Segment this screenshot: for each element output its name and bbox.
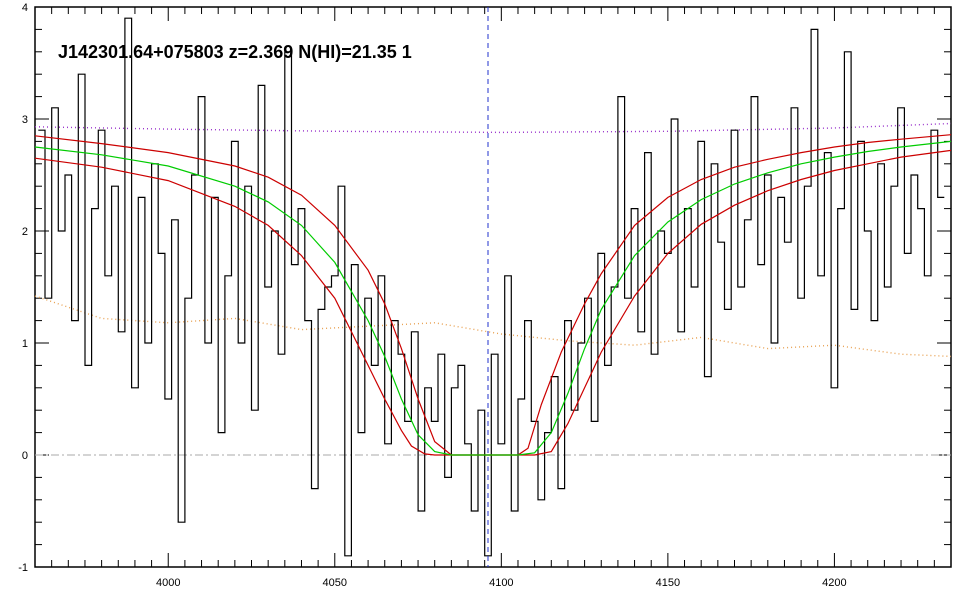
series-model-lower — [34, 149, 952, 456]
x-tick-labels: 4000 4050 4100 4150 4200 — [156, 577, 847, 589]
axis-ticks — [34, 6, 952, 568]
x-tick-label: 4000 — [156, 577, 180, 589]
series-flux — [38, 17, 945, 557]
series-model — [34, 140, 952, 456]
x-tick-label: 4200 — [822, 577, 846, 589]
x-tick-label: 4050 — [323, 577, 347, 589]
x-tick-label: 4150 — [656, 577, 680, 589]
y-tick-label: 1 — [22, 338, 28, 350]
y-tick-label: 0 — [22, 450, 28, 462]
y-tick-label: 4 — [22, 2, 28, 14]
y-tick-label: -1 — [18, 562, 28, 574]
y-tick-label: 2 — [22, 226, 28, 238]
series-continuum — [34, 122, 952, 134]
series-error — [34, 295, 952, 358]
chart-title: J142301.64+075803 z=2.369 N(HI)=21.35 1 — [58, 42, 412, 62]
series-layer — [34, 17, 952, 557]
y-tick-labels: -1 0 1 2 3 4 — [18, 2, 28, 574]
y-tick-label: 3 — [22, 114, 28, 126]
plot-frame — [34, 6, 952, 568]
x-tick-label: 4100 — [489, 577, 513, 589]
